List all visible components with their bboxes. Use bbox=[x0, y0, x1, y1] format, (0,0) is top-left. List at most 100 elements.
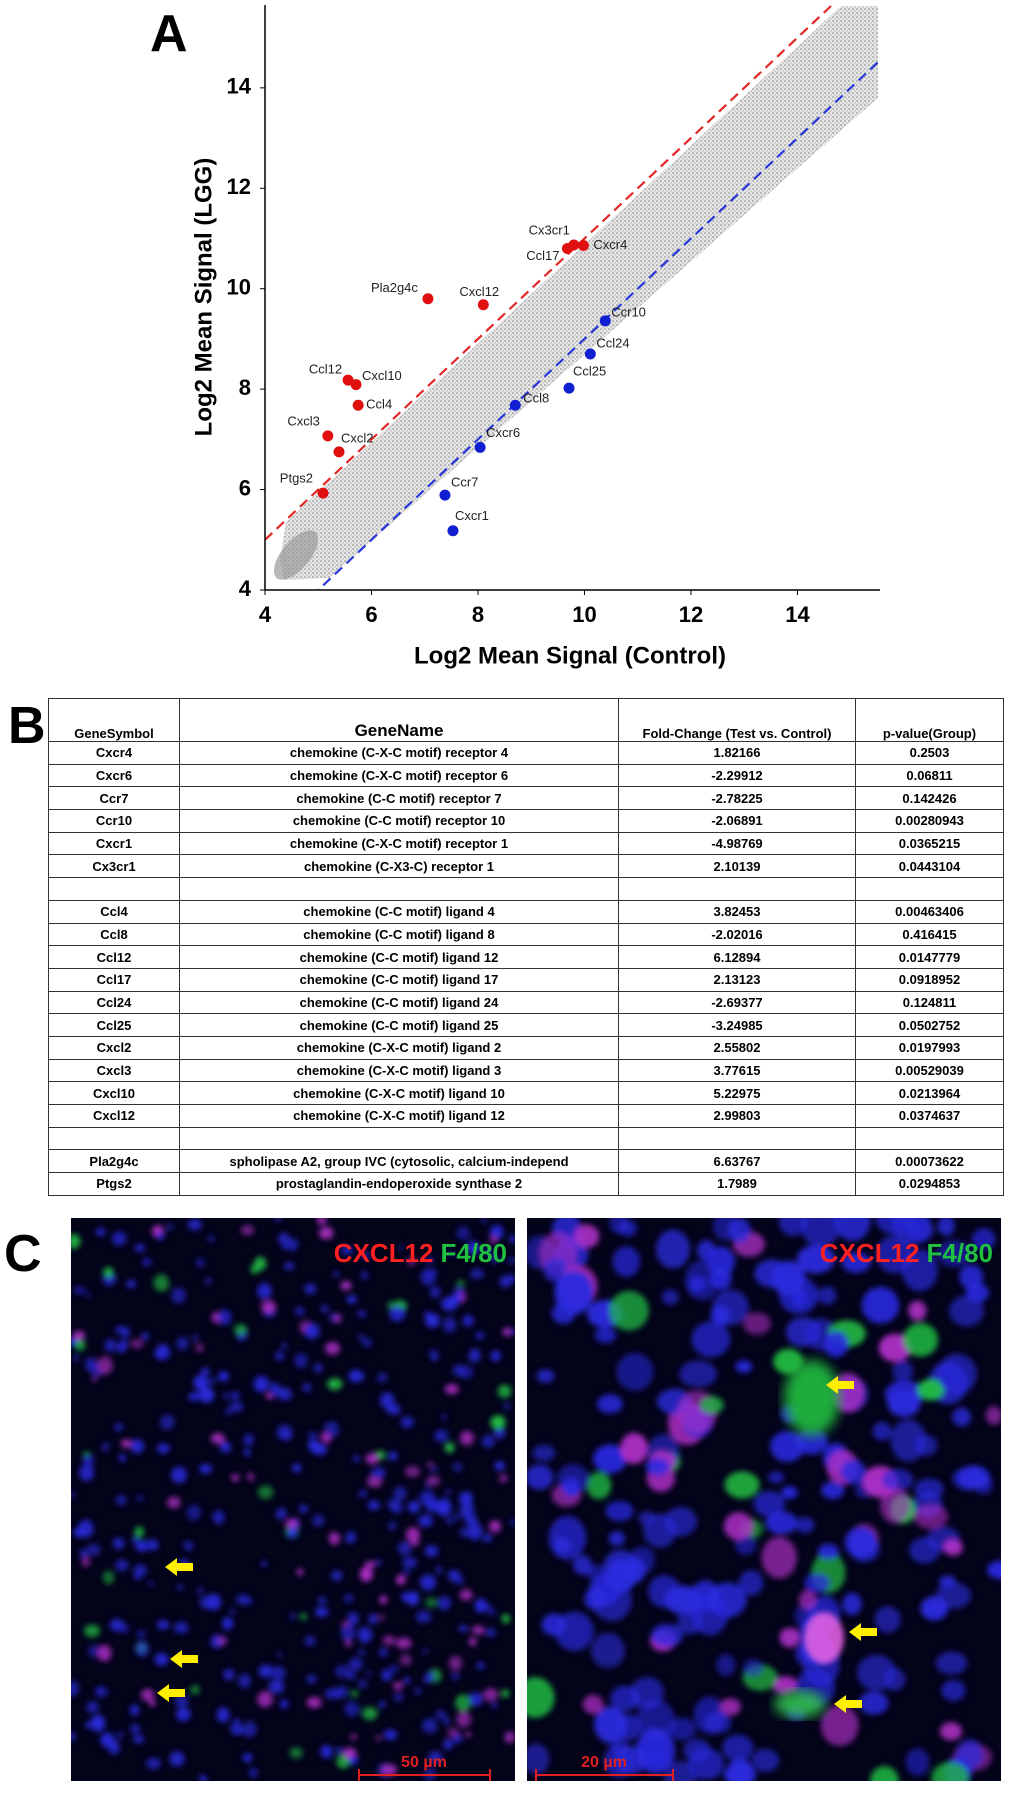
cell bbox=[410, 1538, 420, 1547]
y-tick-label: 8 bbox=[239, 375, 251, 400]
cell bbox=[261, 1300, 277, 1314]
cell bbox=[378, 1701, 386, 1708]
cell bbox=[74, 1339, 86, 1351]
cell bbox=[449, 1293, 463, 1304]
cell bbox=[444, 1489, 453, 1495]
cell bbox=[459, 1589, 473, 1601]
cell bbox=[287, 1528, 298, 1539]
cell bbox=[469, 1637, 477, 1647]
table-row: Ccl4 chemokine (C-C motif) ligand 4 3.8245… bbox=[48, 899, 1004, 924]
cell bbox=[73, 1527, 87, 1538]
x-tick-label: 8 bbox=[472, 602, 484, 627]
cell bbox=[952, 1407, 972, 1427]
cell bbox=[344, 1701, 360, 1717]
cell bbox=[821, 1481, 845, 1500]
cell bbox=[620, 1432, 648, 1464]
table-cell: -4.98769 bbox=[618, 831, 856, 856]
cell bbox=[340, 1623, 356, 1642]
table-cell: 0.0365215 bbox=[855, 831, 1004, 856]
cell bbox=[230, 1474, 240, 1482]
arrow bbox=[157, 1684, 185, 1702]
cell bbox=[722, 1734, 754, 1762]
cell bbox=[618, 1714, 641, 1741]
cell bbox=[149, 1699, 156, 1707]
cell bbox=[905, 1218, 934, 1243]
panel-letter: A bbox=[150, 5, 188, 63]
cell bbox=[603, 1744, 635, 1778]
cell bbox=[156, 1231, 165, 1241]
cell bbox=[693, 1696, 726, 1734]
cell bbox=[985, 1406, 1001, 1425]
point bbox=[317, 487, 329, 499]
cell bbox=[691, 1321, 731, 1358]
cell bbox=[365, 1453, 379, 1465]
table-cell: Ptgs2 bbox=[48, 1172, 180, 1196]
cell bbox=[502, 1327, 512, 1337]
cell bbox=[459, 1502, 475, 1519]
table-row: Ccl8 chemokine (C-C motif) ligand 8 -2.020… bbox=[48, 922, 1004, 947]
cell bbox=[646, 1746, 663, 1765]
cell bbox=[115, 1494, 127, 1506]
cell bbox=[475, 1331, 485, 1340]
cell bbox=[431, 1354, 438, 1361]
cell bbox=[153, 1274, 170, 1292]
separator-row bbox=[48, 877, 1004, 901]
cell bbox=[444, 1384, 459, 1395]
cell bbox=[761, 1536, 797, 1579]
cell bbox=[393, 1681, 404, 1691]
cell bbox=[244, 1597, 253, 1605]
column-header: Fold-Change (Test vs. Control) bbox=[618, 698, 856, 742]
cell bbox=[458, 1365, 474, 1380]
cell bbox=[327, 1377, 343, 1391]
cell bbox=[536, 1369, 555, 1383]
cell bbox=[727, 1218, 751, 1244]
table-cell: 1.7989 bbox=[618, 1172, 856, 1196]
cell bbox=[257, 1691, 273, 1708]
cell bbox=[358, 1679, 368, 1689]
cell bbox=[469, 1692, 483, 1707]
cell bbox=[312, 1514, 325, 1527]
cell bbox=[407, 1500, 420, 1514]
cell bbox=[126, 1279, 137, 1289]
cell bbox=[778, 1276, 819, 1315]
cell bbox=[154, 1652, 169, 1666]
cell bbox=[462, 1626, 469, 1632]
cell bbox=[97, 1356, 113, 1375]
panel-letter: B bbox=[8, 697, 46, 755]
scale-label: 20 µm bbox=[581, 1754, 627, 1771]
point bbox=[322, 430, 334, 442]
cell bbox=[972, 1228, 996, 1251]
cell bbox=[785, 1317, 822, 1347]
table-cell: chemokine (C-X-C motif) ligand 12 bbox=[179, 1104, 619, 1128]
cell bbox=[462, 1314, 474, 1327]
cell bbox=[738, 1570, 764, 1596]
cell bbox=[400, 1416, 414, 1428]
table-cell: -2.69377 bbox=[618, 990, 856, 1015]
cell bbox=[142, 1257, 152, 1267]
cell bbox=[186, 1504, 201, 1521]
empty-cell bbox=[855, 1126, 1004, 1151]
table-cell: chemokine (C-C motif) ligand 17 bbox=[179, 967, 619, 992]
table-cell: Ccl25 bbox=[48, 1013, 180, 1037]
cell bbox=[222, 1393, 229, 1399]
cell bbox=[195, 1343, 204, 1353]
cell bbox=[751, 1748, 780, 1772]
cell bbox=[304, 1323, 320, 1340]
cell bbox=[406, 1591, 420, 1606]
cell bbox=[490, 1350, 501, 1362]
cell bbox=[378, 1647, 388, 1657]
stain-red: CXCL12 bbox=[820, 1238, 920, 1268]
cell bbox=[119, 1623, 129, 1634]
table-cell: Cxcl12 bbox=[48, 1104, 180, 1128]
cell bbox=[102, 1570, 115, 1585]
point bbox=[509, 399, 521, 411]
table-cell: Ccl12 bbox=[48, 945, 180, 969]
cell bbox=[171, 1466, 187, 1484]
cell bbox=[381, 1763, 398, 1776]
cell bbox=[114, 1423, 124, 1431]
table-cell: 2.55802 bbox=[618, 1035, 856, 1060]
cell bbox=[302, 1382, 312, 1393]
cell bbox=[483, 1688, 499, 1702]
empty-cell bbox=[179, 1126, 619, 1151]
table-row: Ccl17 chemokine (C-C motif) ligand 17 2.13… bbox=[48, 967, 1004, 992]
